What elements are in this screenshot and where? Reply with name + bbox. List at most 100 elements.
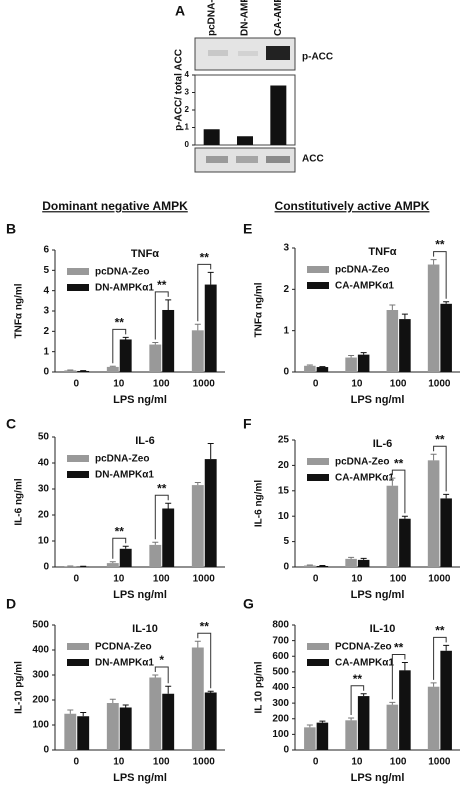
- significance-label: **: [157, 278, 167, 292]
- legend-swatch: [307, 643, 329, 650]
- bar: [399, 518, 411, 567]
- error-bar: [207, 690, 214, 693]
- legend-label: DN-AMPKα1: [95, 283, 154, 294]
- significance-bracket: [391, 469, 406, 514]
- y-tick-label: 2: [43, 326, 49, 337]
- x-axis-label: LPS ng/ml: [351, 772, 405, 784]
- y-tick-label: 700: [272, 635, 289, 646]
- bar: [399, 319, 411, 372]
- y-tick-label: 4: [43, 285, 49, 296]
- y-axis-label: IL 10 pg/ml: [254, 661, 265, 713]
- y-tick-label: 500: [272, 667, 289, 678]
- legend-swatch: [67, 268, 89, 275]
- significance-bracket: [154, 291, 169, 340]
- y-tick-label: 15: [278, 485, 290, 496]
- significance-label: **: [394, 456, 404, 470]
- x-tick-label: 0: [73, 757, 79, 768]
- blot-image: [194, 37, 296, 173]
- bar: [149, 544, 162, 567]
- error-bar: [67, 709, 74, 714]
- y-tick-label: 200: [272, 713, 289, 724]
- x-tick-label: 100: [153, 379, 170, 390]
- error-bar: [348, 556, 355, 559]
- legend-swatch: [307, 266, 329, 273]
- error-bar: [389, 701, 396, 705]
- error-bar: [430, 259, 437, 265]
- error-bar: [207, 271, 214, 285]
- bar: [149, 344, 162, 372]
- error-bar: [194, 323, 201, 331]
- x-tick-label: 10: [113, 757, 125, 768]
- panel-label: C: [6, 416, 16, 432]
- legend-label: CA-AMPKα1: [335, 473, 394, 484]
- x-tick-label: 1000: [428, 757, 451, 768]
- x-tick-label: 100: [153, 757, 170, 768]
- y-tick-label: 1: [283, 325, 289, 336]
- x-axis-label: LPS ng/ml: [113, 772, 167, 784]
- bar: [64, 566, 77, 567]
- bar: [119, 548, 132, 567]
- y-tick-label: 20: [38, 510, 50, 521]
- y-tick-label: 5: [283, 536, 289, 547]
- legend-label: pcDNA-Zeo: [95, 267, 149, 278]
- bar: [149, 677, 162, 750]
- bar: [357, 559, 370, 567]
- y-axis-label: IL-6 ng/ml: [254, 480, 265, 527]
- lane-label: CA-AMPK: [273, 0, 284, 36]
- error-bar: [122, 704, 129, 708]
- chart-title: IL-10: [132, 623, 158, 635]
- legend-swatch: [67, 659, 89, 666]
- y-axis-label: p-ACC/ total ACC: [174, 49, 185, 131]
- bar: [270, 85, 287, 145]
- significance-label: **: [435, 432, 445, 446]
- bar: [386, 310, 399, 372]
- legend-swatch: [67, 284, 89, 291]
- error-bar: [319, 564, 326, 566]
- x-tick-label: 10: [351, 574, 363, 585]
- x-tick-label: 0: [313, 379, 319, 390]
- bar: [162, 693, 175, 750]
- chart-title: IL-6: [135, 435, 155, 447]
- legend-label: DN-AMPKα1: [95, 470, 154, 481]
- y-tick-label: 300: [32, 670, 49, 681]
- bar: [304, 565, 316, 567]
- legend-swatch: [67, 471, 89, 478]
- error-bar: [348, 717, 355, 721]
- bar: [386, 704, 399, 750]
- significance-label: *: [159, 653, 164, 667]
- lane-label: pcDNA-Zeo: [206, 0, 217, 36]
- significance-bracket: [112, 537, 127, 559]
- error-bar: [122, 336, 129, 340]
- bar: [237, 136, 253, 145]
- error-bar: [194, 482, 201, 486]
- y-tick-label: 1: [185, 123, 190, 132]
- legend-label: CA-AMPKα1: [335, 281, 394, 292]
- bar: [345, 720, 357, 750]
- legend-label: PCDNA-Zeo: [335, 642, 392, 653]
- bar: [357, 696, 370, 750]
- legend-swatch: [307, 474, 329, 481]
- y-tick-label: 3: [185, 88, 190, 97]
- x-tick-label: 1000: [428, 574, 451, 585]
- blot-label: p-ACC: [302, 52, 333, 63]
- significance-label: **: [157, 481, 167, 495]
- bar: [427, 686, 440, 750]
- x-tick-label: 1000: [193, 757, 216, 768]
- y-tick-label: 600: [272, 651, 289, 662]
- x-tick-label: 1000: [193, 379, 216, 390]
- x-tick-label: 100: [390, 574, 407, 585]
- bar: [203, 129, 220, 145]
- error-bar: [109, 365, 116, 367]
- bar: [357, 354, 370, 372]
- y-tick-label: 100: [272, 729, 289, 740]
- x-tick-label: 10: [113, 379, 125, 390]
- error-bar: [152, 541, 159, 545]
- legend-swatch: [67, 643, 89, 650]
- bar: [64, 370, 77, 372]
- significance-bracket: [433, 445, 447, 492]
- y-tick-label: 30: [38, 484, 50, 495]
- bar: [191, 485, 204, 567]
- significance-label: **: [394, 641, 404, 655]
- bar: [162, 309, 175, 372]
